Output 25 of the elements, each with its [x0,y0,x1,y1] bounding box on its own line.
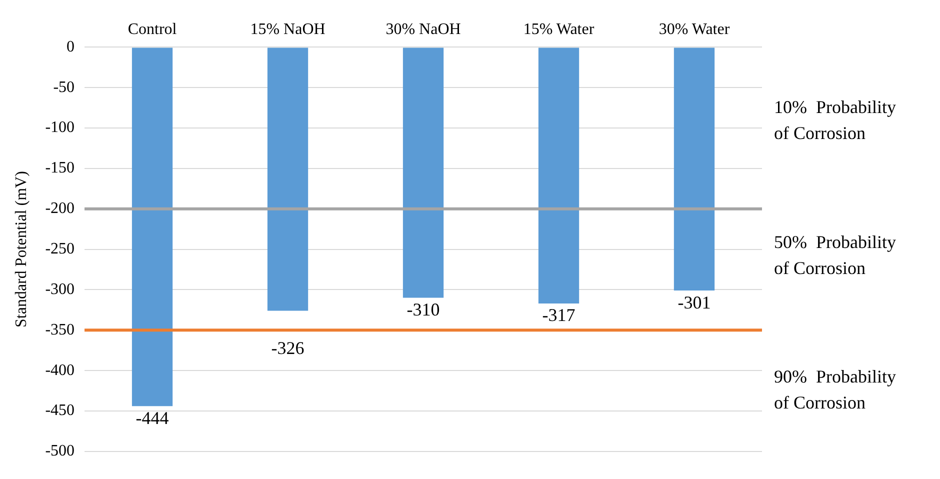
y-tick-label: -300 [45,280,75,298]
text: 50% Probability of Corrosion [774,232,896,278]
x-tick-label: Control [128,20,178,38]
y-tick-label: -400 [45,362,75,379]
data-label: -317 [542,305,576,326]
y-tick-label: -250 [45,240,75,258]
x-tick-label: 15% NaOH [250,20,326,38]
text: 10% Probability of Corrosion [774,97,896,144]
y-tick-label: 0 [66,38,75,56]
data-label: -444 [136,408,169,428]
data-label: -310 [406,300,440,320]
y-tick-label: -350 [45,321,75,338]
y-tick-label: -450 [45,402,75,420]
y-tick-label: -150 [45,160,75,177]
y-tick-label: -500 [45,442,75,460]
x-tick-label: 30% Water [658,20,730,38]
x-tick-label: 30% NaOH [386,20,462,38]
text: 90% Probability of Corrosion [774,366,896,413]
y-tick-label: -100 [45,119,75,136]
y-tick-label: -50 [53,78,75,96]
y-axis-title: Standard Potential (mV) [12,171,30,328]
data-label: -326 [271,338,304,358]
y-tick-label: -200 [45,200,75,218]
data-label: -301 [678,292,711,312]
x-tick-label: 15% Water [523,20,595,38]
